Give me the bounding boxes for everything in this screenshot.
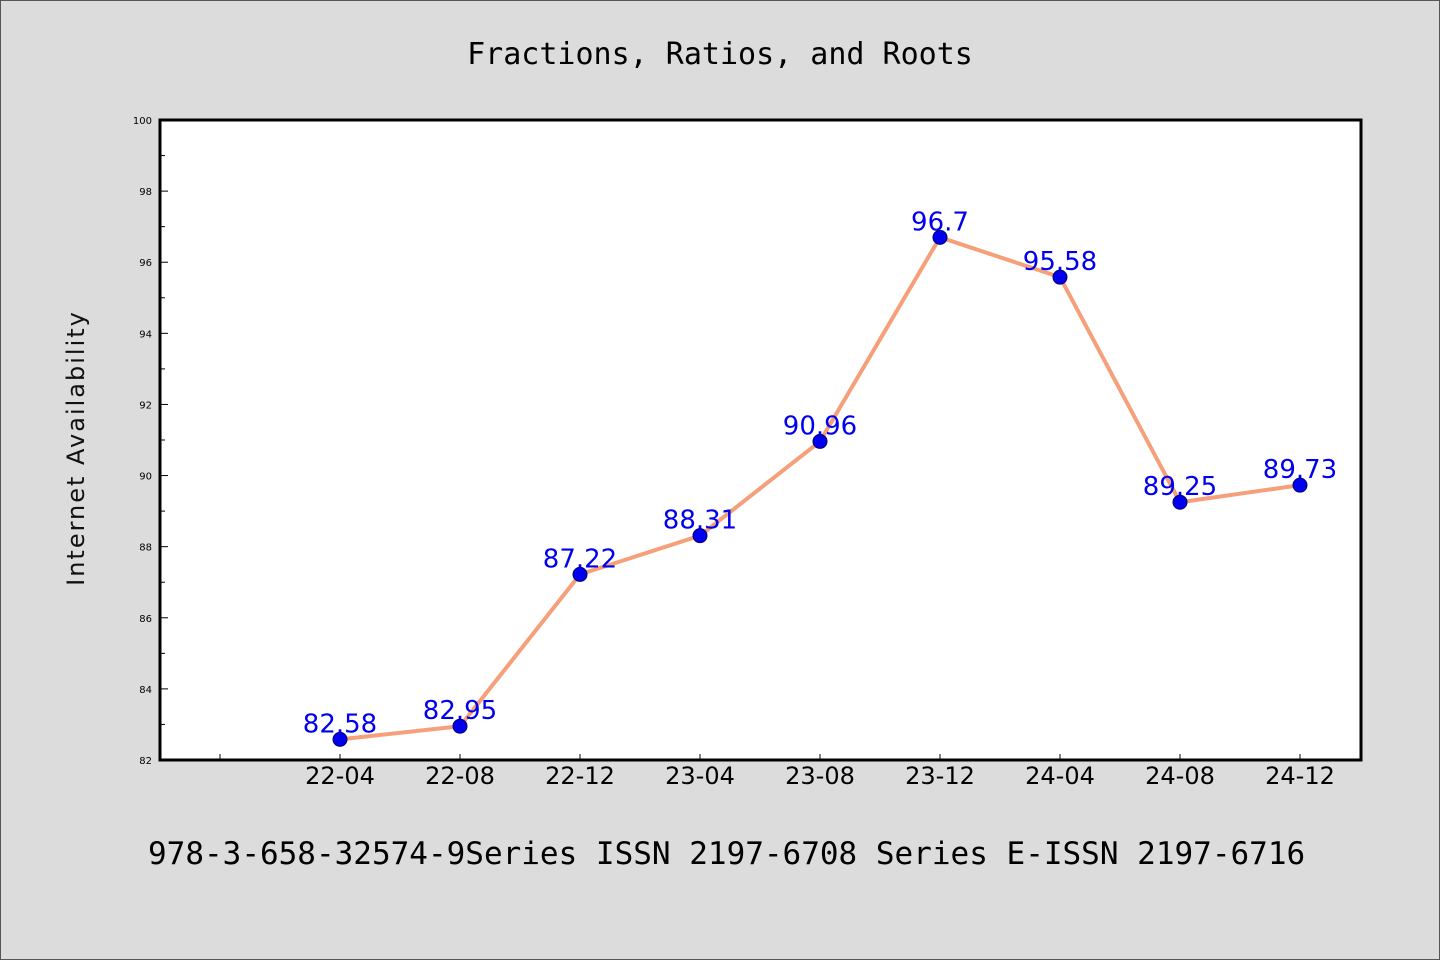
x-tick-label: 23-12 <box>905 762 975 790</box>
x-tick-label: 22-08 <box>425 762 495 790</box>
data-labels-group: 82.58 82.95 87.22 88.31 90.96 96.7 95.58 89.25 8… <box>303 207 1337 739</box>
data-label: 82.95 <box>423 696 497 726</box>
data-point <box>812 433 828 449</box>
x-tick-label: 23-08 <box>785 762 855 790</box>
data-label: 82.58 <box>303 709 377 739</box>
y-tick-label: 82 <box>139 756 152 767</box>
data-point <box>572 566 588 582</box>
x-tick-label: 23-04 <box>665 762 735 790</box>
data-point <box>332 731 348 747</box>
y-tick-label: 96 <box>139 258 152 269</box>
x-tick-label: 22-12 <box>545 762 615 790</box>
y-tick-label: 92 <box>139 400 152 411</box>
data-point <box>1172 494 1188 510</box>
data-label: 96.7 <box>911 207 969 237</box>
y-tick-label: 90 <box>139 472 152 483</box>
chart-title: Fractions, Ratios, and Roots <box>467 37 973 72</box>
x-tick-label: 24-12 <box>1265 762 1335 790</box>
data-point <box>692 528 708 544</box>
data-label: 87.22 <box>543 544 617 574</box>
y-tick-label: 84 <box>139 685 152 696</box>
data-label: 89.25 <box>1143 472 1217 502</box>
footer-text: 978-3-658-32574-9Series ISSN 2197-6708 S… <box>148 836 1305 872</box>
x-tick-label: 24-04 <box>1025 762 1095 790</box>
y-axis-label: Internet Availability <box>62 310 90 586</box>
data-label: 89.73 <box>1263 455 1337 485</box>
y-tick-label: 86 <box>139 614 152 625</box>
y-tick-label: 94 <box>139 329 152 340</box>
y-tick-label: 100 <box>133 116 152 127</box>
x-tick-label: 22-04 <box>305 762 375 790</box>
data-point <box>1052 269 1068 285</box>
data-point <box>932 229 948 245</box>
x-tick-label: 24-08 <box>1145 762 1215 790</box>
y-tick-label: 88 <box>139 543 152 554</box>
data-point <box>452 718 468 734</box>
x-axis-ticks: 22-04 22-08 22-12 23-04 23-08 23-12 24-04 24-08… <box>219 754 1335 790</box>
data-point <box>1292 477 1308 493</box>
data-label: 88.31 <box>663 506 737 536</box>
y-axis-ticks: 82 84 86 88 90 92 94 96 98 100 <box>133 116 168 767</box>
y-tick-label: 98 <box>139 187 152 198</box>
data-label: 95.58 <box>1023 247 1097 277</box>
plot-area <box>158 118 1363 762</box>
data-label: 90.96 <box>783 411 857 441</box>
markers-group <box>332 229 1308 747</box>
